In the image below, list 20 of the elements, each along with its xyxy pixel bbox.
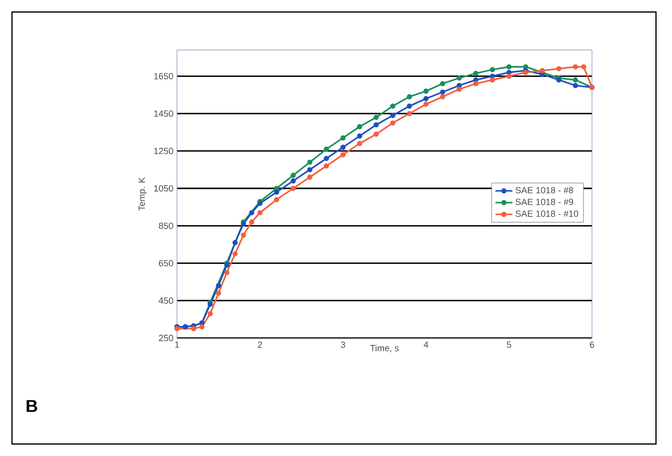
x-tick-label: 2 xyxy=(258,342,262,348)
y-tick-label: 450 xyxy=(158,297,174,304)
y-tick-label: 1250 xyxy=(154,148,174,154)
y-tick-label: 250 xyxy=(158,334,174,342)
y-axis-title: Temp. K xyxy=(138,177,147,211)
legend-label: SAE 1018 - #10 xyxy=(516,210,578,217)
text: B xyxy=(26,400,38,412)
y-tick-label: 650 xyxy=(158,260,174,266)
x-tick-label: 3 xyxy=(340,342,346,348)
y-tick-label: 850 xyxy=(158,222,174,229)
x-axis-title: Time, s xyxy=(370,344,399,352)
x-tick-label: 6 xyxy=(590,342,594,348)
x-tick-label: 1 xyxy=(175,342,180,348)
legend-label: SAE 1018 - #8 xyxy=(516,187,574,194)
x-tick-label: 5 xyxy=(506,342,512,348)
y-tick-label: 1450 xyxy=(154,110,174,117)
y-tick-label: 1650 xyxy=(154,72,174,80)
legend-label: SAE 1018 - #9 xyxy=(516,198,574,206)
y-tick-label: 1050 xyxy=(154,185,174,192)
x-tick-label: 4 xyxy=(424,342,428,348)
